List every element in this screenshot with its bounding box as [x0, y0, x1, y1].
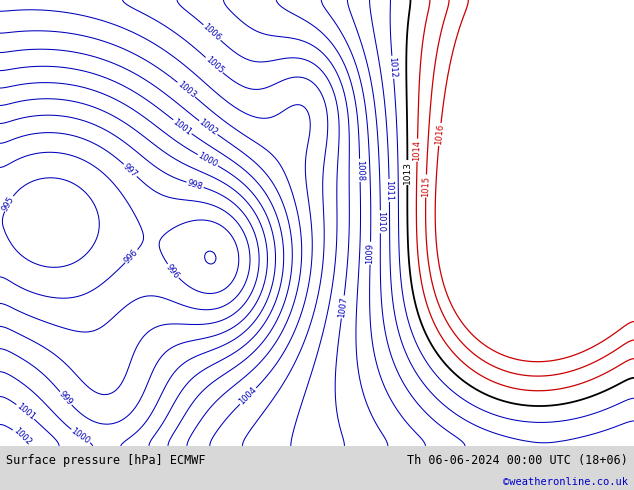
Text: 1011: 1011 — [385, 180, 394, 201]
Text: 1007: 1007 — [337, 296, 349, 318]
Text: 1000: 1000 — [197, 151, 219, 169]
Text: 995: 995 — [1, 195, 16, 213]
Text: 1008: 1008 — [355, 160, 365, 181]
Text: 999: 999 — [57, 390, 74, 407]
Text: 1015: 1015 — [421, 175, 431, 196]
Text: ©weatheronline.co.uk: ©weatheronline.co.uk — [503, 477, 628, 487]
Text: 1016: 1016 — [434, 123, 445, 146]
Text: 996: 996 — [164, 262, 181, 280]
Text: 1006: 1006 — [201, 22, 223, 43]
Text: Surface pressure [hPa] ECMWF: Surface pressure [hPa] ECMWF — [6, 454, 206, 466]
Text: Th 06-06-2024 00:00 UTC (18+06): Th 06-06-2024 00:00 UTC (18+06) — [407, 454, 628, 466]
Text: 1005: 1005 — [204, 55, 225, 75]
Text: 998: 998 — [186, 178, 204, 192]
Text: 996: 996 — [123, 247, 140, 265]
Text: 1004: 1004 — [238, 386, 259, 407]
Text: 997: 997 — [122, 162, 139, 179]
Text: 1012: 1012 — [387, 56, 398, 78]
Text: 1001: 1001 — [15, 401, 36, 422]
Text: 1000: 1000 — [69, 426, 92, 446]
Text: 1013: 1013 — [403, 161, 412, 184]
Text: 1003: 1003 — [176, 79, 197, 100]
Text: 1001: 1001 — [171, 117, 193, 137]
Text: 1002: 1002 — [197, 118, 219, 138]
Text: 1009: 1009 — [366, 243, 375, 264]
Text: 1014: 1014 — [413, 140, 422, 161]
Text: 1010: 1010 — [376, 211, 385, 232]
Text: 1002: 1002 — [11, 426, 33, 447]
